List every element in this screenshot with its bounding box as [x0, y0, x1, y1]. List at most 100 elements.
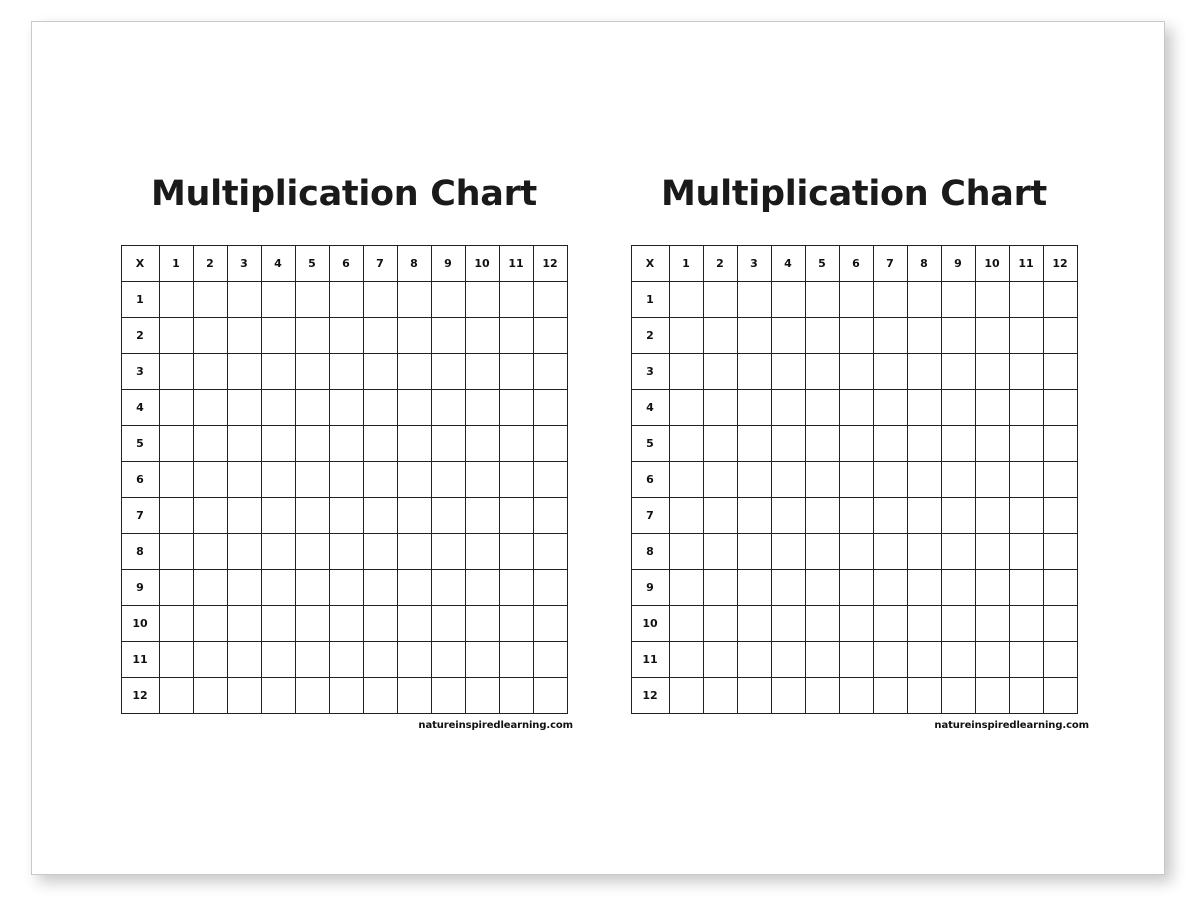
grid-cell-r12-c3[interactable]	[736, 677, 772, 714]
grid-cell-r9-c5[interactable]	[294, 569, 330, 606]
grid-cell-r6-c6[interactable]	[838, 461, 874, 498]
grid-cell-r6-c4[interactable]	[770, 461, 806, 498]
grid-cell-r4-c9[interactable]	[940, 389, 976, 426]
grid-cell-r10-c5[interactable]	[804, 605, 840, 642]
grid-cell-r8-c11[interactable]	[1008, 533, 1044, 570]
grid-cell-r5-c4[interactable]	[770, 425, 806, 462]
grid-cell-r12-c11[interactable]	[498, 677, 534, 714]
grid-cell-r12-c2[interactable]	[192, 677, 228, 714]
grid-cell-r1-c8[interactable]	[396, 281, 432, 318]
grid-cell-r3-c9[interactable]	[430, 353, 466, 390]
grid-cell-r4-c11[interactable]	[1008, 389, 1044, 426]
grid-cell-r1-c8[interactable]	[906, 281, 942, 318]
grid-cell-r6-c8[interactable]	[396, 461, 432, 498]
grid-cell-r6-c12[interactable]	[532, 461, 568, 498]
grid-cell-r10-c2[interactable]	[192, 605, 228, 642]
grid-cell-r12-c12[interactable]	[532, 677, 568, 714]
grid-cell-r12-c6[interactable]	[838, 677, 874, 714]
grid-cell-r7-c8[interactable]	[906, 497, 942, 534]
grid-cell-r4-c1[interactable]	[668, 389, 704, 426]
grid-cell-r8-c12[interactable]	[532, 533, 568, 570]
grid-cell-r12-c6[interactable]	[328, 677, 364, 714]
grid-cell-r9-c4[interactable]	[260, 569, 296, 606]
grid-cell-r1-c12[interactable]	[1042, 281, 1078, 318]
grid-cell-r9-c1[interactable]	[668, 569, 704, 606]
grid-cell-r7-c4[interactable]	[770, 497, 806, 534]
grid-cell-r12-c9[interactable]	[940, 677, 976, 714]
grid-cell-r4-c9[interactable]	[430, 389, 466, 426]
grid-cell-r8-c3[interactable]	[226, 533, 262, 570]
grid-cell-r11-c8[interactable]	[906, 641, 942, 678]
grid-cell-r12-c5[interactable]	[294, 677, 330, 714]
grid-cell-r8-c2[interactable]	[702, 533, 738, 570]
grid-cell-r7-c11[interactable]	[1008, 497, 1044, 534]
grid-cell-r3-c12[interactable]	[1042, 353, 1078, 390]
grid-cell-r9-c8[interactable]	[906, 569, 942, 606]
grid-cell-r2-c1[interactable]	[158, 317, 194, 354]
grid-cell-r1-c3[interactable]	[736, 281, 772, 318]
grid-cell-r9-c1[interactable]	[158, 569, 194, 606]
grid-cell-r2-c9[interactable]	[430, 317, 466, 354]
grid-cell-r2-c10[interactable]	[974, 317, 1010, 354]
grid-cell-r9-c3[interactable]	[226, 569, 262, 606]
grid-cell-r7-c3[interactable]	[736, 497, 772, 534]
grid-cell-r10-c11[interactable]	[498, 605, 534, 642]
grid-cell-r6-c3[interactable]	[226, 461, 262, 498]
grid-cell-r11-c10[interactable]	[974, 641, 1010, 678]
grid-cell-r2-c12[interactable]	[1042, 317, 1078, 354]
grid-cell-r3-c3[interactable]	[226, 353, 262, 390]
grid-cell-r5-c4[interactable]	[260, 425, 296, 462]
grid-cell-r11-c2[interactable]	[702, 641, 738, 678]
grid-cell-r1-c3[interactable]	[226, 281, 262, 318]
grid-cell-r11-c6[interactable]	[838, 641, 874, 678]
grid-cell-r12-c7[interactable]	[872, 677, 908, 714]
grid-cell-r8-c1[interactable]	[668, 533, 704, 570]
grid-cell-r2-c2[interactable]	[192, 317, 228, 354]
grid-cell-r8-c4[interactable]	[770, 533, 806, 570]
grid-cell-r3-c2[interactable]	[702, 353, 738, 390]
grid-cell-r6-c10[interactable]	[974, 461, 1010, 498]
grid-cell-r8-c3[interactable]	[736, 533, 772, 570]
grid-cell-r2-c2[interactable]	[702, 317, 738, 354]
grid-cell-r5-c12[interactable]	[1042, 425, 1078, 462]
grid-cell-r11-c4[interactable]	[770, 641, 806, 678]
grid-cell-r2-c5[interactable]	[294, 317, 330, 354]
grid-cell-r9-c7[interactable]	[872, 569, 908, 606]
grid-cell-r8-c7[interactable]	[872, 533, 908, 570]
grid-cell-r10-c12[interactable]	[1042, 605, 1078, 642]
grid-cell-r7-c2[interactable]	[192, 497, 228, 534]
grid-cell-r7-c2[interactable]	[702, 497, 738, 534]
grid-cell-r8-c9[interactable]	[430, 533, 466, 570]
grid-cell-r6-c9[interactable]	[430, 461, 466, 498]
grid-cell-r4-c12[interactable]	[532, 389, 568, 426]
grid-cell-r7-c1[interactable]	[668, 497, 704, 534]
grid-cell-r4-c10[interactable]	[464, 389, 500, 426]
grid-cell-r8-c6[interactable]	[328, 533, 364, 570]
grid-cell-r6-c7[interactable]	[872, 461, 908, 498]
grid-cell-r8-c10[interactable]	[974, 533, 1010, 570]
grid-cell-r12-c10[interactable]	[974, 677, 1010, 714]
grid-cell-r12-c12[interactable]	[1042, 677, 1078, 714]
grid-cell-r8-c12[interactable]	[1042, 533, 1078, 570]
grid-cell-r6-c5[interactable]	[294, 461, 330, 498]
grid-cell-r4-c7[interactable]	[872, 389, 908, 426]
grid-cell-r11-c5[interactable]	[294, 641, 330, 678]
grid-cell-r9-c10[interactable]	[464, 569, 500, 606]
grid-cell-r1-c2[interactable]	[702, 281, 738, 318]
grid-cell-r2-c5[interactable]	[804, 317, 840, 354]
grid-cell-r5-c2[interactable]	[192, 425, 228, 462]
grid-cell-r10-c6[interactable]	[838, 605, 874, 642]
grid-cell-r10-c11[interactable]	[1008, 605, 1044, 642]
grid-cell-r2-c4[interactable]	[770, 317, 806, 354]
grid-cell-r5-c11[interactable]	[1008, 425, 1044, 462]
grid-cell-r12-c10[interactable]	[464, 677, 500, 714]
grid-cell-r7-c10[interactable]	[974, 497, 1010, 534]
grid-cell-r11-c10[interactable]	[464, 641, 500, 678]
grid-cell-r9-c7[interactable]	[362, 569, 398, 606]
grid-cell-r4-c4[interactable]	[260, 389, 296, 426]
grid-cell-r3-c6[interactable]	[838, 353, 874, 390]
grid-cell-r10-c1[interactable]	[668, 605, 704, 642]
grid-cell-r10-c5[interactable]	[294, 605, 330, 642]
grid-cell-r4-c11[interactable]	[498, 389, 534, 426]
grid-cell-r4-c3[interactable]	[226, 389, 262, 426]
